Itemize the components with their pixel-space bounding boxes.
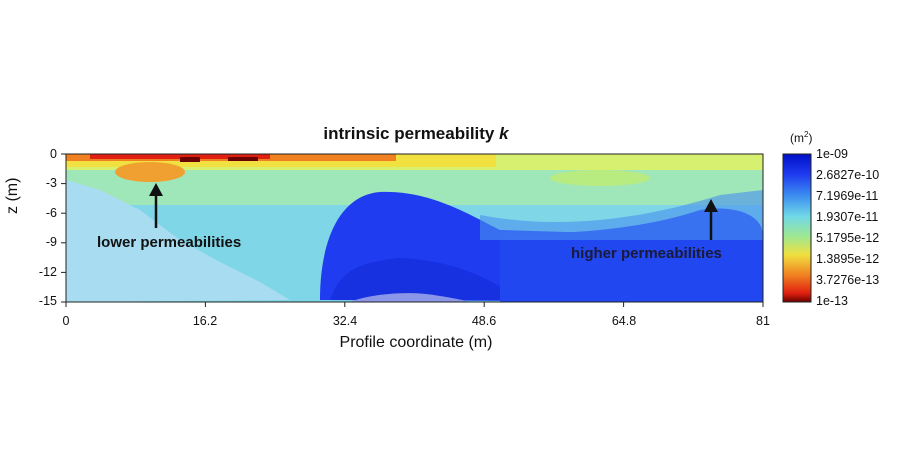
y-tick-label: -9 — [45, 235, 57, 249]
y-tick-label: -12 — [38, 265, 57, 279]
annotation-higher-permeabilities: higher permeabilities — [571, 245, 722, 262]
colorbar-label: 5.1795e-12 — [816, 231, 880, 245]
colorbar-label: 1.3895e-12 — [816, 252, 880, 266]
chart-title-variable: k — [499, 124, 509, 143]
x-tick-label: 32.4 — [332, 314, 358, 328]
x-axis-label: Profile coordinate (m) — [339, 334, 493, 351]
y-tick-label: -15 — [38, 294, 57, 308]
annotation-lower-permeabilities: lower permeabilities — [97, 234, 242, 251]
colorbar-label: 3.7276e-13 — [816, 273, 880, 287]
y-tick-label: -3 — [45, 176, 57, 190]
colorbar-unit: (m2) — [790, 130, 812, 145]
y-axis-ticks — [61, 153, 66, 303]
x-tick-label: 48.6 — [471, 314, 497, 328]
y-axis-label: z (m) — [4, 177, 21, 214]
colorbar-label: 2.6827e-10 — [816, 168, 880, 182]
colorbar-label: 1.9307e-11 — [816, 210, 879, 224]
x-axis-ticks — [65, 302, 764, 307]
chart-title: intrinsic permeability k — [66, 124, 766, 144]
x-tick-label: 0 — [62, 314, 70, 328]
colorbar — [782, 153, 812, 303]
x-tick-label: 81 — [756, 314, 770, 328]
colorbar-label: 1e-09 — [816, 147, 848, 161]
higher-permeability-arrow — [704, 199, 718, 240]
x-tick-label: 64.8 — [611, 314, 637, 328]
colorbar-unit-exponent: 2 — [804, 130, 809, 139]
chart-title-main: intrinsic permeability — [323, 124, 500, 143]
colorbar-label: 7.1969e-11 — [816, 189, 879, 203]
colorbar-unit-close: ) — [808, 131, 813, 145]
permeability-field — [66, 154, 763, 302]
x-tick-label: 16.2 — [192, 314, 218, 328]
colorbar-unit-base: (m — [790, 131, 804, 145]
y-tick-label: -6 — [45, 206, 57, 220]
lower-permeability-arrow — [149, 183, 163, 228]
y-tick-label: 0 — [50, 147, 57, 161]
colorbar-label: 1e-13 — [816, 294, 848, 308]
